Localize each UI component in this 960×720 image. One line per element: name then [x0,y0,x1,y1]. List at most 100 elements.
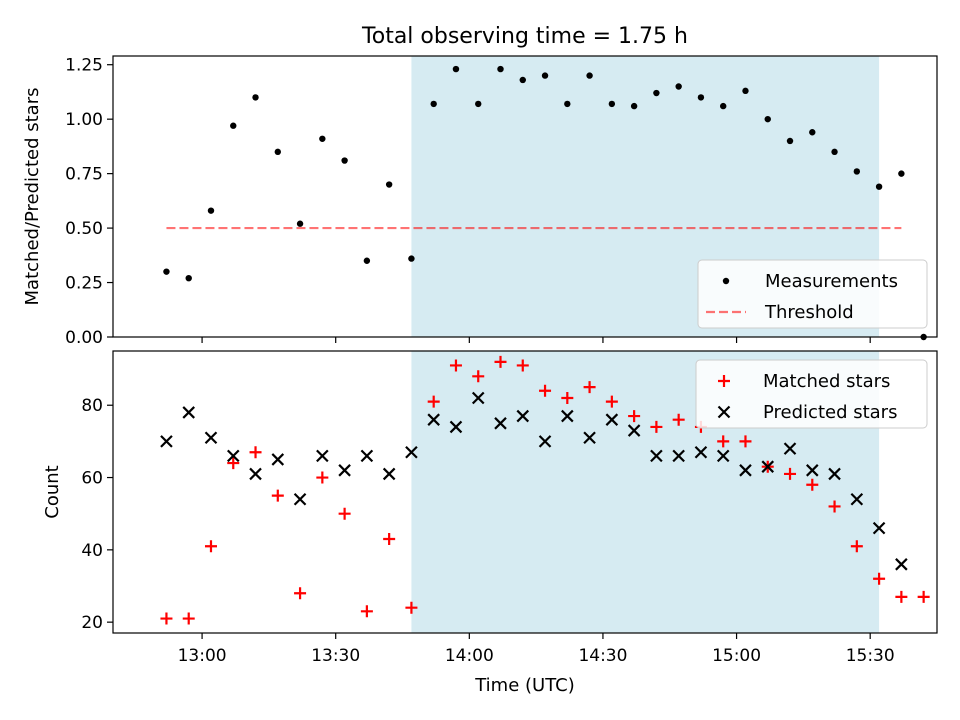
legend-measurements-marker [722,277,730,285]
measurements-point [853,168,861,175]
measurements-point [319,135,326,142]
matched-stars-point [539,384,552,397]
matched-stars-point [784,467,797,480]
predicted-stars-point [605,413,619,426]
legend-box [697,259,928,329]
predicted-stars-point [338,464,351,477]
measurements-point [875,183,883,190]
matched-stars-point [806,478,819,491]
matched-stars-point [739,435,752,448]
predicted-stars-point [226,449,240,463]
measurements-point [786,137,794,145]
measurements-point [541,72,549,79]
ratio-legend: Measurements Threshold [697,259,928,329]
y-tick-label: 1.00 [65,110,103,130]
matched-stars-point [204,540,217,553]
measurements-point [163,268,170,275]
count-marks [160,355,930,625]
y-tick-label: 40 [81,541,103,561]
predicted-stars-point [182,406,195,419]
y-tick-label: 0.75 [65,165,103,185]
matched-stars-point [917,590,930,603]
measurements-point [809,129,816,136]
legend-label: Measurements [765,271,898,292]
y-tick-label: 1.25 [65,56,103,76]
predicted-stars-point [627,424,641,437]
matched-stars-point [850,540,863,553]
measurements-point [452,65,460,73]
predicted-stars-point [427,413,440,426]
predicted-stars-point [716,449,730,463]
y-tick-label: 0.50 [65,219,103,239]
predicted-stars-point [382,467,396,481]
x-tick-label: 14:00 [445,646,494,666]
y-tick-label: 80 [81,396,103,416]
predicted-stars-point [249,467,262,481]
predicted-stars-point [160,435,173,448]
y-tick-label: 0.25 [65,274,103,294]
matched-stars-point [628,410,641,423]
predicted-stars-point [672,449,685,463]
matched-stars-point [271,489,284,502]
measurements-point [831,148,838,156]
matched-stars-point [828,500,841,513]
predicted-stars-point [204,431,218,445]
predicted-stars-point [761,460,775,473]
measurements-point [252,94,259,101]
predicted-stars-point [449,420,463,434]
count-frame [112,350,938,634]
predicted-stars-point [516,409,530,423]
y-tick-label: 60 [81,469,103,489]
matched-stars-point [249,446,262,459]
predicted-stars-point [583,431,596,445]
ratio-panel: 0.00 0.25 0.50 0.75 1.00 1.25 Matched/Predict… [22,55,938,348]
predicted-stars-point [360,449,374,463]
predicted-stars-point [895,558,908,571]
legend-label: Threshold [764,302,854,323]
predicted-stars-point [405,445,418,459]
matched-stars-point [895,590,908,603]
measurements-point [675,83,682,90]
predicted-stars-point [828,467,841,481]
y-tick-label: 0.00 [65,328,103,348]
y-tick-label: 20 [81,613,103,633]
matched-stars-point [160,612,173,625]
matched-stars-point [583,381,596,394]
legend-label: Matched stars [763,371,890,392]
measurements-point [586,72,593,79]
count-panel: 20 40 60 80 13:00 13:30 14:00 14:30 15:00 15:30 C… [42,350,938,696]
legend-matched-stars-marker [718,375,730,387]
matched-stars-point [717,435,730,448]
matched-stars-point [561,392,574,404]
measurements-point [408,255,415,262]
matched-stars-point [360,605,373,618]
matched-stars-point [383,533,396,545]
predicted-stars-point [872,521,886,535]
predicted-stars-point [850,492,864,506]
matched-stars-point [338,507,351,520]
matched-stars-point [516,359,529,372]
legend-box [695,359,928,429]
predicted-stars-point [650,449,663,463]
predicted-stars-point [293,492,307,506]
predicted-stars-point [494,417,507,430]
predicted-stars-point [316,449,329,463]
matched-stars-point [494,355,507,368]
count-x-axis-label: Time (UTC) [474,675,575,696]
matched-stars-point [605,395,618,408]
count-y-axis-label: Count [42,465,63,518]
measurements-point [430,100,437,108]
measurements-point [207,207,215,214]
ratio-marks [163,65,927,341]
predicted-stars-point [806,464,819,477]
matched-stars-point [227,457,240,470]
measurements-point [385,181,393,188]
measurements-point [519,76,526,84]
ratio-axes: 0.00 0.25 0.50 0.75 1.00 1.25 [65,56,871,348]
measurements-point [230,122,237,129]
measurements-point [296,220,304,227]
x-tick-label: 15:00 [712,646,761,666]
matched-stars-point [294,587,307,600]
figure-title: Total observing time = 1.75 h [361,24,688,49]
